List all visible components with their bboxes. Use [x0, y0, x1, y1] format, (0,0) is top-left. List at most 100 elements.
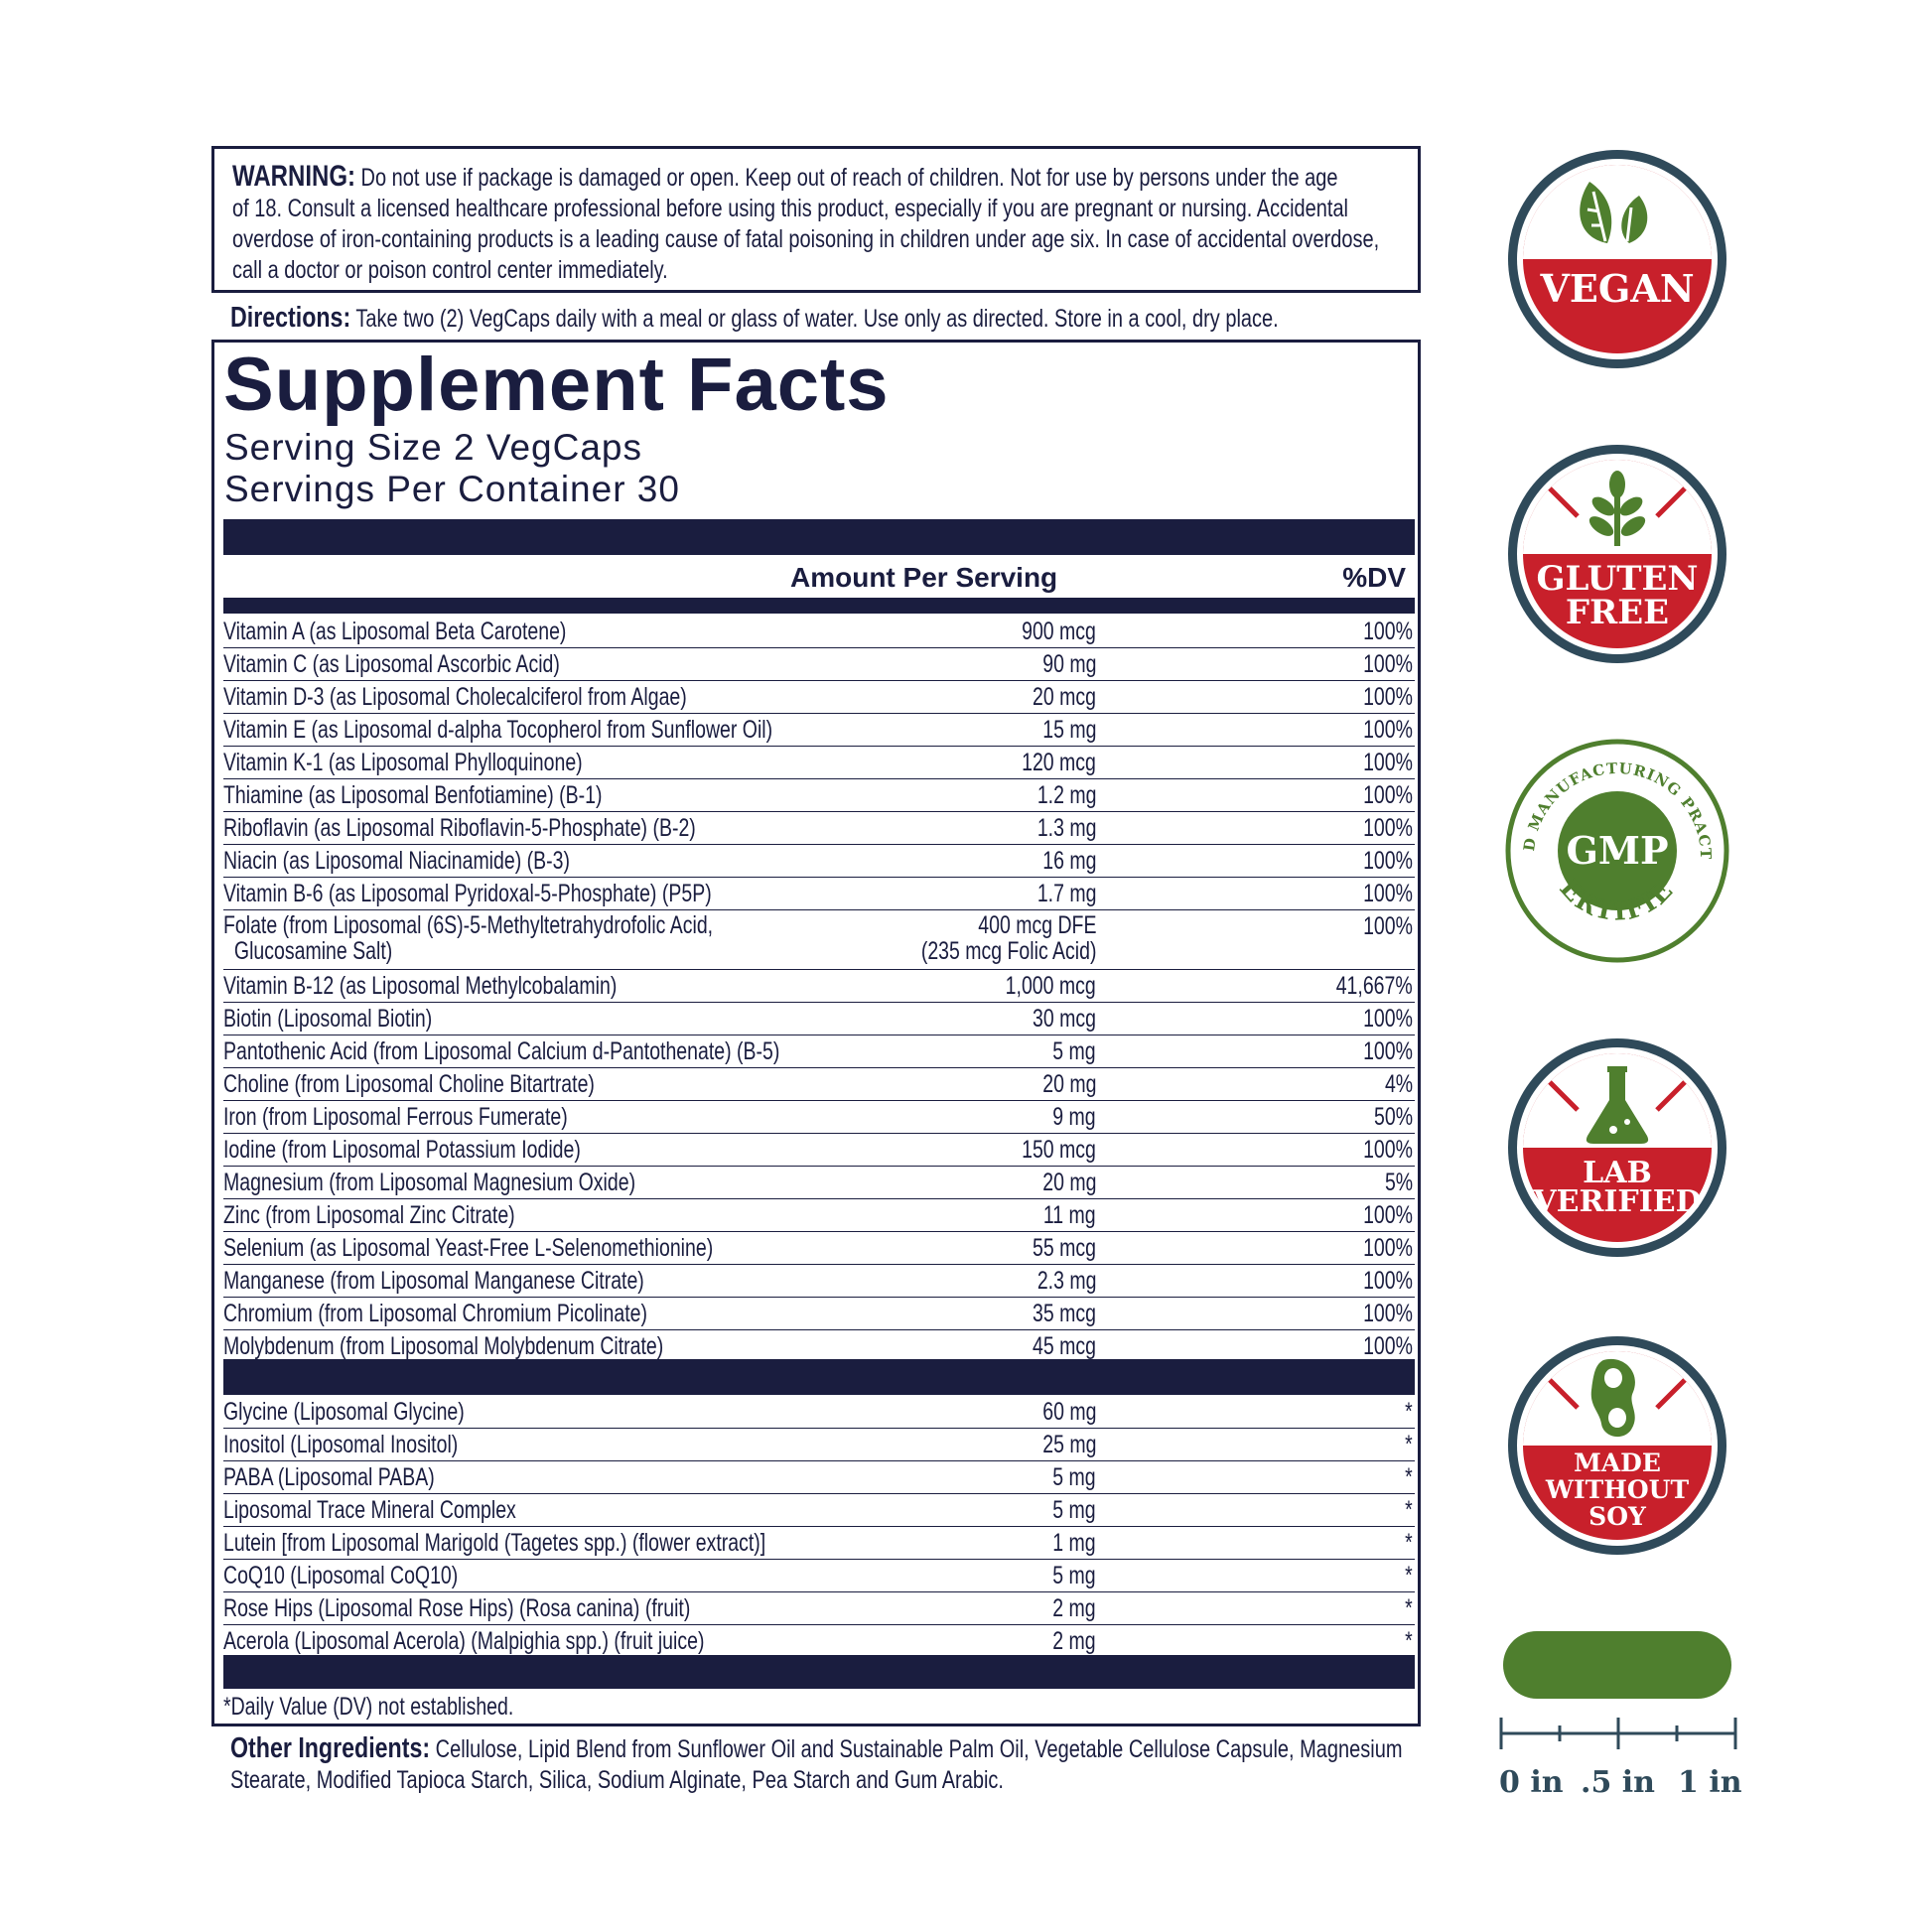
nutrient-dv: * [1405, 1562, 1413, 1589]
nutrient-dv: 100% [1363, 814, 1413, 842]
nutrient-row: Zinc (from Liposomal Zinc Citrate) 11 mg 1… [223, 1199, 1415, 1232]
nutrient-amount: 1.3 mg [1036, 814, 1096, 842]
warning-line-2: of 18. Consult a licensed healthcare pro… [232, 195, 1349, 222]
other-nutrient-row: Liposomal Trace Mineral Complex 5 mg * [223, 1494, 1415, 1527]
nutrient-amount: 30 mcg [1033, 1005, 1096, 1033]
other-ingredients-line-1: Other Ingredients: Cellulose, Lipid Blen… [230, 1732, 1403, 1764]
nutrient-name: Selenium (as Liposomal Yeast-Free L-Sele… [223, 1234, 714, 1262]
footer-bar [223, 1655, 1415, 1689]
nutrient-amount: 1 mg [1052, 1529, 1096, 1557]
nutrient-amount: 1,000 mcg [1005, 972, 1096, 1000]
nutrient-amount: 2 mg [1052, 1627, 1096, 1655]
supplement-facts-panel: Supplement Facts Serving Size 2 VegCaps … [211, 340, 1421, 1726]
nutrient-name: Biotin (Liposomal Biotin) [223, 1005, 433, 1033]
nutrient-name: Folate (from Liposomal (6S)-5-Methyltetr… [223, 911, 714, 965]
facts-title: Supplement Facts [223, 343, 890, 427]
gmp-seal [1558, 791, 1677, 910]
nutrient-dv: * [1405, 1496, 1413, 1524]
nutrient-name: Vitamin B-12 (as Liposomal Methylcobalam… [223, 972, 618, 1000]
nutrient-dv: 41,667% [1336, 972, 1413, 1000]
nutrient-dv: 100% [1363, 618, 1413, 645]
nutrient-amount: 20 mcg [1033, 683, 1096, 711]
lab-text: LAB [1583, 1156, 1652, 1190]
nutrient-dv: 100% [1363, 1037, 1413, 1065]
made-text: MADE [1574, 1449, 1661, 1477]
nutrient-dv: 100% [1363, 1332, 1413, 1360]
made-without-soy-badge: MADE WITHOUT SOY [1504, 1332, 1730, 1559]
nutrient-dv: 5% [1384, 1169, 1413, 1196]
nutrient-amount: 16 mg [1041, 847, 1096, 875]
other-nutrient-row: PABA (Liposomal PABA) 5 mg * [223, 1461, 1415, 1494]
nutrient-amount: 2 mg [1052, 1594, 1096, 1622]
lab-verified-badge: LAB VERIFIED [1504, 1035, 1730, 1261]
nutrient-name: Inositol (Liposomal Inositol) [223, 1431, 459, 1458]
nutrient-amount: 5 mg [1052, 1562, 1096, 1589]
warning-line-1: WARNING: Do not use if package is damage… [232, 160, 1338, 193]
nutrient-row: Niacin (as Liposomal Niacinamide) (B-3) 1… [223, 845, 1415, 878]
nutrient-name: Vitamin E (as Liposomal d-alpha Tocopher… [223, 716, 773, 744]
nutrient-dv: 100% [1363, 1136, 1413, 1164]
nutrient-name: PABA (Liposomal PABA) [223, 1463, 435, 1491]
nutrient-row: Selenium (as Liposomal Yeast-Free L-Sele… [223, 1232, 1415, 1265]
nutrient-amount: 55 mcg [1033, 1234, 1096, 1262]
nutrient-name: Choline (from Liposomal Choline Bitartra… [223, 1070, 595, 1098]
nutrient-name: Magnesium (from Liposomal Magnesium Oxid… [223, 1169, 636, 1196]
nutrient-name: Liposomal Trace Mineral Complex [223, 1496, 516, 1524]
without-text: WITHOUT [1545, 1475, 1690, 1504]
nutrient-name: Vitamin K-1 (as Liposomal Phylloquinone) [223, 749, 583, 776]
amount-header: Amount Per Serving [790, 562, 1058, 593]
vegan-text: VEGAN [1539, 266, 1694, 311]
nutrient-amount: 1.2 mg [1036, 781, 1096, 809]
nutrient-dv: 100% [1363, 1300, 1413, 1327]
dv-header: %DV [1342, 562, 1406, 593]
nutrient-name: Lutein [from Liposomal Marigold (Tagetes… [223, 1529, 766, 1557]
nutrient-name: Zinc (from Liposomal Zinc Citrate) [223, 1201, 515, 1229]
nutrient-name: Thiamine (as Liposomal Benfotiamine) (B-… [223, 781, 603, 809]
nutrient-row: Vitamin E (as Liposomal d-alpha Tocopher… [223, 714, 1415, 747]
nutrient-name: Iron (from Liposomal Ferrous Fumerate) [223, 1103, 568, 1131]
nutrient-row: Thiamine (as Liposomal Benfotiamine) (B-… [223, 779, 1415, 812]
nutrient-amount: 20 mg [1041, 1070, 1096, 1098]
nutrient-dv: 100% [1363, 1267, 1413, 1295]
nutrient-name: Manganese (from Liposomal Manganese Citr… [223, 1267, 644, 1295]
nutrient-name: Vitamin B-6 (as Liposomal Pyridoxal-5-Ph… [223, 880, 712, 907]
nutrient-dv: 100% [1363, 1005, 1413, 1033]
nutrient-amount: 90 mg [1041, 650, 1096, 678]
nutrient-name: Niacin (as Liposomal Niacinamide) (B-3) [223, 847, 570, 875]
other-nutrient-row: Acerola (Liposomal Acerola) (Malpighia s… [223, 1625, 1415, 1658]
nutrient-row: Choline (from Liposomal Choline Bitartra… [223, 1068, 1415, 1101]
nutrient-amount: 1.7 mg [1036, 880, 1096, 907]
other-nutrient-row: CoQ10 (Liposomal CoQ10) 5 mg * [223, 1560, 1415, 1592]
nutrient-amount: 5 mg [1052, 1496, 1096, 1524]
nutrient-amount: 15 mg [1041, 716, 1096, 744]
nutrient-amount: 45 mcg [1033, 1332, 1096, 1360]
nutrient-amount: 2.3 mg [1036, 1267, 1096, 1295]
nutrient-amount: 11 mg [1043, 1201, 1096, 1229]
nutrient-row: Magnesium (from Liposomal Magnesium Oxid… [223, 1167, 1415, 1199]
nutrient-row: Folate (from Liposomal (6S)-5-Methyltetr… [223, 910, 1415, 970]
nutrient-name: Molybdenum (from Liposomal Molybdenum Ci… [223, 1332, 664, 1360]
footnote: *Daily Value (DV) not established. [223, 1693, 514, 1721]
nutrient-row: Iron (from Liposomal Ferrous Fumerate) 9 … [223, 1101, 1415, 1134]
nutrient-name: Acerola (Liposomal Acerola) (Malpighia s… [223, 1627, 705, 1655]
nutrient-amount: 35 mcg [1033, 1300, 1096, 1327]
nutrient-dv: 50% [1373, 1103, 1413, 1131]
section-divider-bar [223, 1359, 1415, 1395]
nutrient-dv: 100% [1363, 1234, 1413, 1262]
warning-line-3: overdose of iron-containing products is … [232, 225, 1380, 253]
nutrient-amount: 5 mg [1052, 1037, 1096, 1065]
nutrient-row: Pantothenic Acid (from Liposomal Calcium… [223, 1035, 1415, 1068]
nutrient-row: Vitamin K-1 (as Liposomal Phylloquinone)… [223, 747, 1415, 779]
nutrient-amount: 400 mcg DFE (235 mcg Folic Acid) [920, 911, 1096, 965]
gmp-text: GMP [1566, 828, 1668, 873]
nutrient-name: Riboflavin (as Liposomal Riboflavin-5-Ph… [223, 814, 696, 842]
warning-label: WARNING: [232, 160, 355, 193]
size-ruler [1499, 1718, 1737, 1749]
other-nutrient-row: Rose Hips (Liposomal Rose Hips) (Rosa ca… [223, 1592, 1415, 1625]
nutrient-row: Vitamin A (as Liposomal Beta Carotene) 90… [223, 616, 1415, 648]
nutrient-dv: 100% [1363, 650, 1413, 678]
nutrient-row: Chromium (from Liposomal Chromium Picoli… [223, 1298, 1415, 1330]
nutrient-dv: * [1405, 1398, 1413, 1426]
nutrient-row: Iodine (from Liposomal Potassium Iodide)… [223, 1134, 1415, 1167]
gluten-free-badge: GLUTEN FREE [1504, 441, 1730, 667]
